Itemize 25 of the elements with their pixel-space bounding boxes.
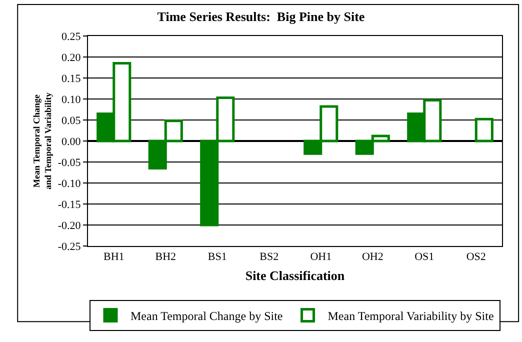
y-tick-label: 0.20	[62, 52, 82, 64]
y-axis-title: Mean Temporal Change and Temporal Variability	[32, 92, 54, 190]
x-tick-label: BH2	[155, 251, 176, 264]
y-tick-label: -0.25	[58, 240, 82, 253]
legend-label: Mean Temporal Variability by Site	[328, 308, 494, 323]
x-tick-label: BS1	[208, 251, 227, 264]
y-tick-label: 0.15	[62, 72, 82, 85]
x-tick-label: OS2	[466, 251, 486, 264]
bar	[474, 118, 494, 142]
y-tick-label: -0.05	[58, 156, 82, 169]
x-tick-label: BH1	[103, 251, 124, 264]
x-tick-label: OS1	[414, 251, 434, 264]
y-tick-label: 0.05	[62, 114, 82, 127]
chart-title: Time Series Results: Big Pine by Site	[157, 9, 365, 24]
x-tick-label: BS2	[260, 251, 279, 264]
y-tick-label: 0.00	[62, 136, 82, 148]
x-tick-label: OH2	[362, 251, 384, 264]
y-tick-label: -0.20	[58, 220, 82, 232]
y-tick-label: -0.10	[58, 178, 82, 190]
y-tick-label: 0.10	[62, 94, 82, 106]
x-tick-label: OH1	[310, 251, 332, 264]
y-tick-label: 0.25	[62, 30, 82, 43]
x-axis-title: Site Classification	[245, 268, 346, 283]
y-tick-label: -0.15	[58, 198, 82, 211]
legend-label: Mean Temporal Change by Site	[130, 308, 283, 323]
